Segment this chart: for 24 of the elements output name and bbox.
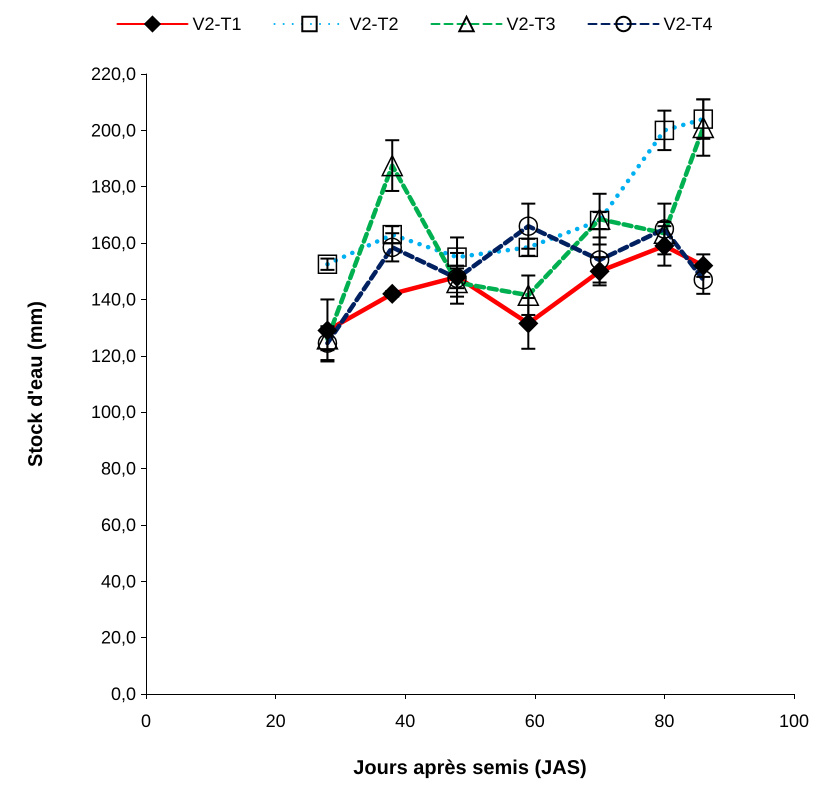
y-tick-label: 80,0 (100, 458, 136, 479)
y-tick-label: 20,0 (100, 628, 136, 648)
x-tick-label: 60 (524, 711, 545, 731)
legend-label: V2-T2 (349, 14, 399, 34)
y-tick-label: 40,0 (100, 571, 136, 592)
legend-label: V2-T1 (192, 14, 242, 34)
legend-label: V2-T4 (664, 14, 713, 34)
x-tick-label: 100 (778, 711, 810, 731)
y-tick-label: 180,0 (90, 176, 136, 197)
x-tick-label: 40 (395, 711, 416, 731)
legend-label: V2-T3 (506, 14, 556, 34)
x-tick-label: 0 (140, 711, 152, 731)
y-tick-label: 0,0 (110, 684, 136, 704)
x-tick-label: 80 (654, 711, 674, 731)
x-tick-label: 20 (266, 711, 286, 731)
y-tick-label: 60,0 (100, 514, 136, 535)
y-tick-label: 200,0 (90, 120, 136, 140)
y-tick-label: 100,0 (90, 402, 136, 422)
y-axis-title: Stock d'eau (mm) (25, 301, 47, 467)
y-tick-label: 220,0 (90, 64, 136, 84)
y-tick-label: 140,0 (90, 289, 136, 310)
y-tick-label: 160,0 (90, 233, 136, 254)
y-tick-label: 120,0 (90, 346, 136, 366)
x-axis-title: Jours après semis (JAS) (353, 757, 587, 779)
